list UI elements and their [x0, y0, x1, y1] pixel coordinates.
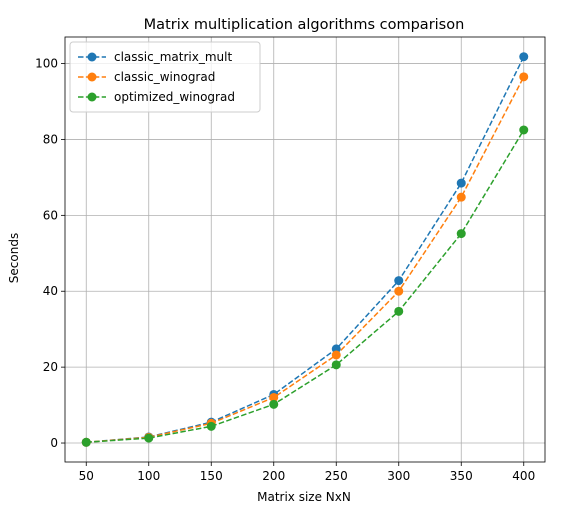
- legend-label: classic_winograd: [114, 70, 215, 84]
- x-tick-label: 300: [387, 469, 410, 483]
- data-point: [144, 434, 153, 443]
- data-point: [332, 350, 341, 359]
- y-tick-label: 0: [50, 436, 58, 450]
- legend: classic_matrix_mult classic_winogradoptim…: [70, 42, 260, 112]
- data-point: [519, 52, 528, 61]
- data-point: [519, 72, 528, 81]
- x-tick-label: 200: [262, 469, 285, 483]
- legend-label: optimized_winograd: [114, 90, 235, 104]
- data-point: [332, 360, 341, 369]
- data-point: [394, 276, 403, 285]
- legend-label: classic_matrix_mult: [114, 50, 232, 64]
- x-tick-label: 100: [137, 469, 160, 483]
- data-point: [394, 307, 403, 316]
- y-tick-label: 60: [43, 208, 58, 222]
- data-point: [519, 125, 528, 134]
- y-tick-label: 100: [35, 57, 58, 71]
- x-tick-label: 350: [450, 469, 473, 483]
- chart-title: Matrix multiplication algorithms compari…: [144, 17, 465, 33]
- data-point: [394, 287, 403, 296]
- x-tick-label: 50: [79, 469, 94, 483]
- data-point: [457, 179, 466, 188]
- data-point: [269, 400, 278, 409]
- y-tick-label: 80: [43, 132, 58, 146]
- data-point: [207, 422, 216, 431]
- data-point: [82, 438, 91, 447]
- x-tick-label: 400: [512, 469, 535, 483]
- y-tick-label: 40: [43, 284, 58, 298]
- x-tick-label: 250: [325, 469, 348, 483]
- x-axis-label: Matrix size NxN: [257, 490, 351, 504]
- y-tick-label: 20: [43, 360, 58, 374]
- data-point: [457, 229, 466, 238]
- y-axis-label: Seconds: [7, 233, 21, 283]
- legend-marker: [88, 93, 97, 102]
- legend-marker: [88, 53, 97, 62]
- legend-marker: [88, 73, 97, 82]
- x-tick-label: 150: [200, 469, 223, 483]
- data-point: [457, 193, 466, 202]
